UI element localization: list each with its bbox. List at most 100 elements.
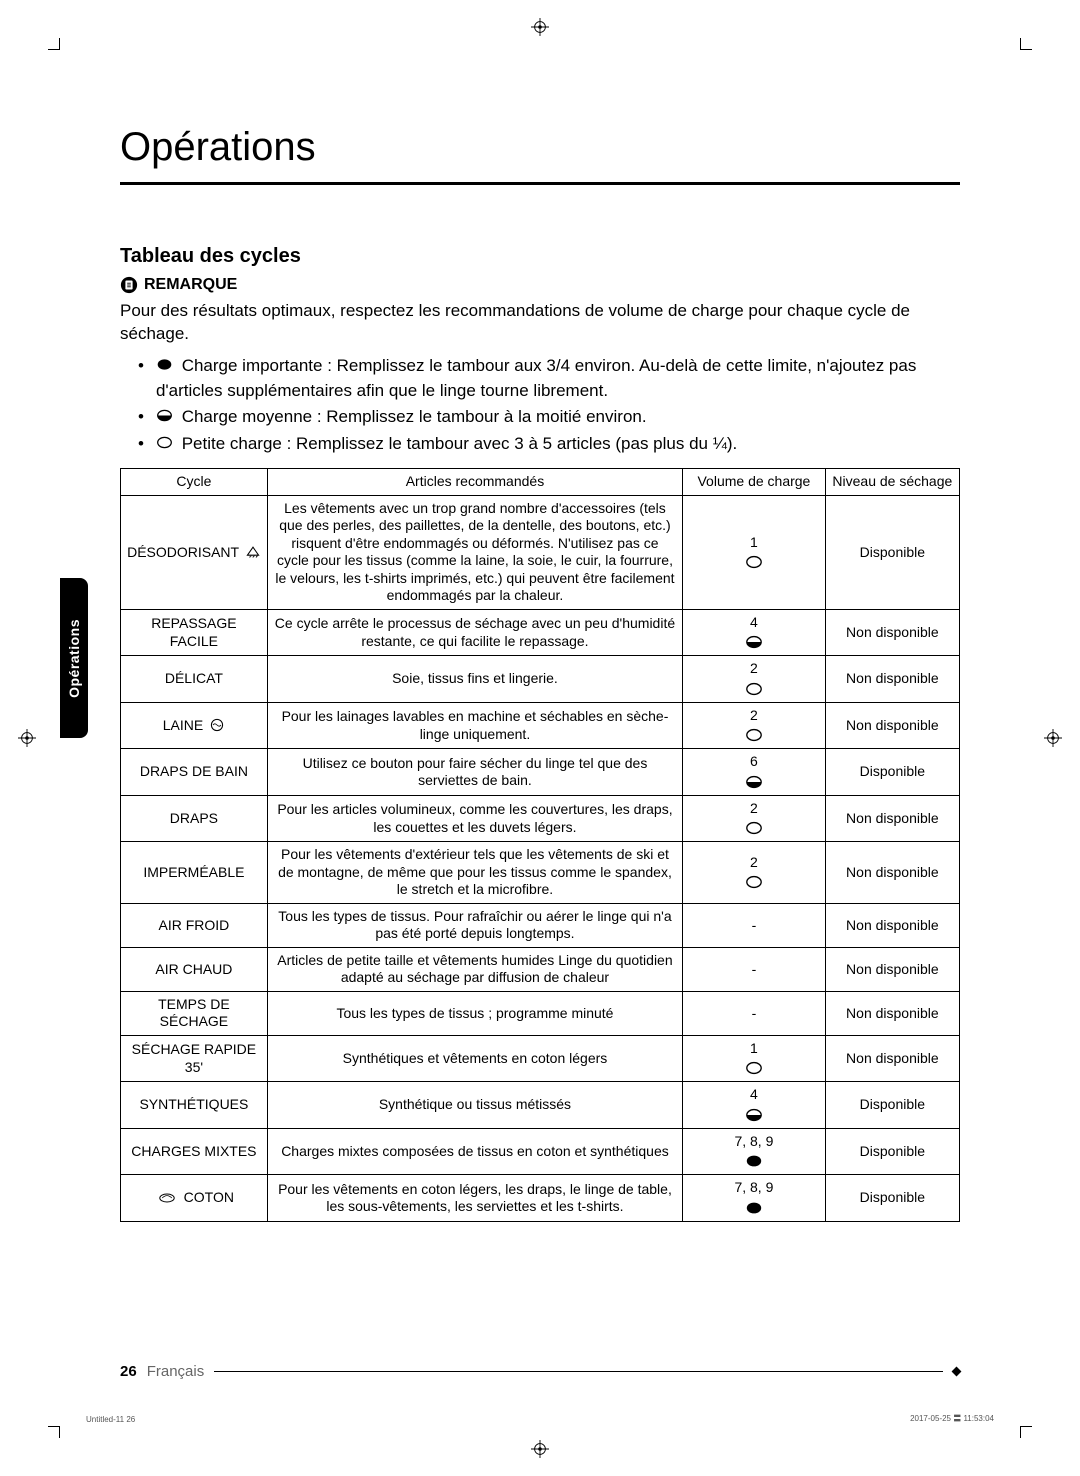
cycle-desc-cell: Synthétiques et vêtements en coton léger… — [267, 1035, 682, 1082]
col-level: Niveau de séchage — [825, 469, 959, 496]
cycle-volume-cell: 6 — [683, 749, 826, 796]
load-large-icon — [156, 356, 177, 375]
cycle-desc-cell: Ce cycle arrête le processus de séchage … — [267, 609, 682, 656]
cycle-volume-cell: 4 — [683, 1082, 826, 1129]
load-legend-item: Petite charge : Remplissez le tambour av… — [138, 432, 960, 457]
cycle-desc-cell: Pour les lainages lavables en machine et… — [267, 702, 682, 749]
load-small-icon — [689, 873, 819, 891]
volume-number: - — [689, 917, 819, 935]
table-row: IMPERMÉABLE Pour les vêtements d'extérie… — [121, 842, 960, 904]
table-row: COTONPour les vêtements en coton légers,… — [121, 1175, 960, 1222]
page-footer: 26 Français — [120, 1363, 960, 1380]
remark-label: REMARQUE — [144, 276, 237, 294]
crop-mark — [48, 1426, 60, 1438]
col-desc: Articles recommandés — [267, 469, 682, 496]
cycle-desc-cell: Les vêtements avec un trop grand nombre … — [267, 495, 682, 609]
cycle-level-cell: Non disponible — [825, 656, 959, 703]
volume-number: 7, 8, 9 — [689, 1179, 819, 1197]
crop-mark — [48, 38, 60, 50]
cycle-desc-cell: Utilisez ce bouton pour faire sécher du … — [267, 749, 682, 796]
table-row: DÉSODORISANT Les vêtements avec un trop … — [121, 495, 960, 609]
load-legend-text: Petite charge : Remplissez le tambour av… — [156, 432, 737, 457]
cycle-desc-cell: Articles de petite taille et vêtements h… — [267, 947, 682, 991]
cycle-name-cell: REPASSAGE FACILE — [121, 609, 268, 656]
cycle-desc-cell: Pour les vêtements en coton légers, les … — [267, 1175, 682, 1222]
load-small-icon — [156, 434, 177, 453]
cycles-table: Cycle Articles recommandés Volume de cha… — [120, 468, 960, 1222]
cycle-name-cell: DRAPS DE BAIN — [121, 749, 268, 796]
cycle-volume-cell: 1 — [683, 1035, 826, 1082]
cycle-name-cell: AIR CHAUD — [121, 947, 268, 991]
remark-row: REMARQUE — [120, 276, 960, 294]
section-subtitle: Tableau des cycles — [120, 245, 960, 268]
page-language: Français — [147, 1363, 205, 1380]
volume-number: 2 — [689, 854, 819, 872]
print-meta-left: Untitled-11 26 — [86, 1415, 135, 1424]
volume-number: - — [689, 1005, 819, 1023]
load-small-icon — [689, 1059, 819, 1077]
cycle-volume-cell: 4 — [683, 609, 826, 656]
intro-text: Pour des résultats optimaux, respectez l… — [120, 300, 960, 346]
load-small-icon — [689, 819, 819, 837]
side-tab-label: Opérations — [66, 619, 82, 698]
load-large-icon — [689, 1199, 819, 1217]
load-small-icon — [689, 680, 819, 698]
cycle-level-cell: Non disponible — [825, 702, 959, 749]
cycle-volume-cell: 2 — [683, 702, 826, 749]
load-legend-text: Charge moyenne : Remplissez le tambour à… — [156, 405, 647, 430]
table-row: DRAPS Pour les articles volumineux, comm… — [121, 795, 960, 842]
load-small-icon — [689, 726, 819, 744]
cycle-name-cell: IMPERMÉABLE — [121, 842, 268, 904]
cycle-name-cell: TEMPS DE SÉCHAGE — [121, 991, 268, 1035]
col-cycle: Cycle — [121, 469, 268, 496]
cycle-volume-cell: 7, 8, 9 — [683, 1128, 826, 1175]
cycle-name-cell: CHARGES MIXTES — [121, 1128, 268, 1175]
cycle-desc-cell: Charges mixtes composées de tissus en co… — [267, 1128, 682, 1175]
cycle-level-cell: Non disponible — [825, 947, 959, 991]
cycle-name-cell: AIR FROID — [121, 903, 268, 947]
footer-diamond-icon — [952, 1367, 962, 1377]
cycle-desc-cell: Synthétique ou tissus métissés — [267, 1082, 682, 1129]
cycle-volume-cell: - — [683, 903, 826, 947]
load-large-icon — [689, 1152, 819, 1170]
load-medium-icon — [689, 633, 819, 651]
load-small-icon — [689, 553, 819, 571]
volume-number: 4 — [689, 1086, 819, 1104]
cycle-desc-cell: Soie, tissus fins et lingerie. — [267, 656, 682, 703]
cycle-name-cell: COTON — [121, 1175, 268, 1222]
cycle-volume-cell: 2 — [683, 795, 826, 842]
volume-number: 6 — [689, 753, 819, 771]
steam-icon — [243, 544, 261, 560]
volume-number: - — [689, 961, 819, 979]
table-row: REPASSAGE FACILE Ce cycle arrête le proc… — [121, 609, 960, 656]
crop-mark — [1020, 38, 1032, 50]
cycle-level-cell: Disponible — [825, 1175, 959, 1222]
cycle-level-cell: Disponible — [825, 495, 959, 609]
cycle-volume-cell: 2 — [683, 842, 826, 904]
title-rule — [120, 182, 960, 185]
page-number: 26 — [120, 1363, 137, 1380]
cycle-level-cell: Disponible — [825, 1128, 959, 1175]
table-row: LAINE Pour les lainages lavables en mach… — [121, 702, 960, 749]
registration-mark-icon — [1044, 729, 1062, 747]
cycle-name-cell: DÉSODORISANT — [121, 495, 268, 609]
volume-number: 2 — [689, 660, 819, 678]
cycle-level-cell: Disponible — [825, 749, 959, 796]
note-icon — [120, 276, 138, 294]
cycle-volume-cell: 2 — [683, 656, 826, 703]
cycle-desc-cell: Pour les articles volumineux, comme les … — [267, 795, 682, 842]
volume-number: 4 — [689, 614, 819, 632]
cycle-volume-cell: - — [683, 991, 826, 1035]
cycle-volume-cell: 1 — [683, 495, 826, 609]
cycle-name-cell: DÉLICAT — [121, 656, 268, 703]
cycle-desc-cell: Pour les vêtements d'extérieur tels que … — [267, 842, 682, 904]
table-row: CHARGES MIXTES Charges mixtes composées … — [121, 1128, 960, 1175]
load-medium-icon — [689, 1106, 819, 1124]
page-title: Opérations — [120, 60, 960, 182]
col-vol: Volume de charge — [683, 469, 826, 496]
wool-icon — [207, 717, 225, 733]
cycle-level-cell: Non disponible — [825, 903, 959, 947]
cycle-level-cell: Non disponible — [825, 795, 959, 842]
table-row: DÉLICAT Soie, tissus fins et lingerie. 2N… — [121, 656, 960, 703]
cycle-desc-cell: Tous les types de tissus ; programme min… — [267, 991, 682, 1035]
